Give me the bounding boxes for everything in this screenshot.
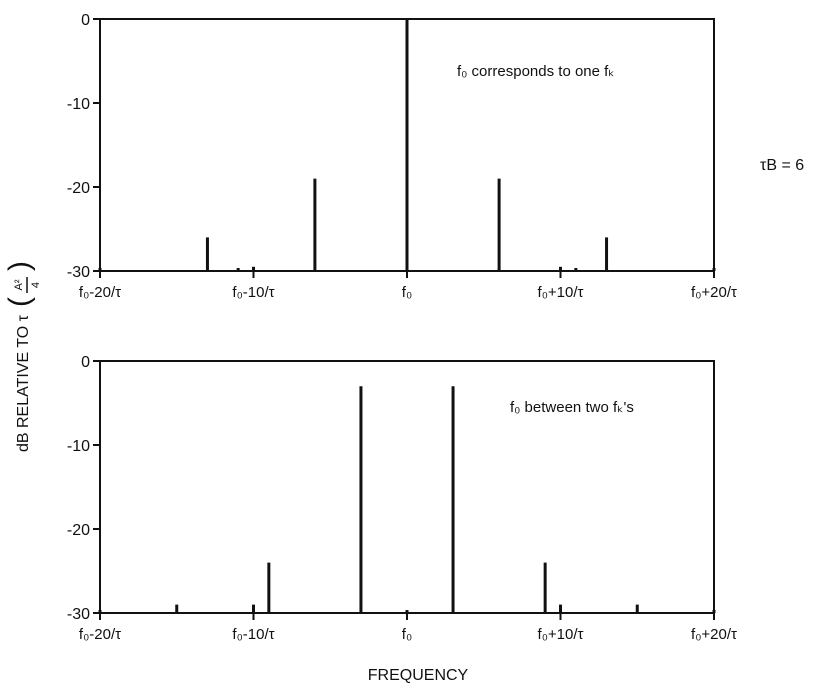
y-axis-paren-close: ) <box>3 261 36 271</box>
bottom-panel-annotation: f₀ between two fₖ's <box>510 399 634 416</box>
bottom-y-tick-labels: 0 -10 -20 -30 <box>67 354 90 623</box>
bottom-x-tick-labels: f₀-20/τ f₀-10/τ f₀ f₀+10/τ f₀+20/τ <box>79 626 737 643</box>
top-y-tick-label: -20 <box>67 180 90 197</box>
top-y-tick-labels: 0 -10 -20 -30 <box>67 12 90 281</box>
bottom-y-tick-label: 0 <box>81 354 90 371</box>
top-y-tick-label: -10 <box>67 96 90 113</box>
top-spectral-lines <box>98 19 716 271</box>
bottom-spectral-lines <box>98 386 716 613</box>
top-spectrum-panel: 0 -10 -20 -30 f₀-20/τ f₀-10/τ f₀ f₀+10/τ f₀+20/… <box>67 12 737 301</box>
top-x-tick-labels: f₀-20/τ f₀-10/τ f₀ f₀+10/τ f₀+20/τ <box>79 284 737 301</box>
top-y-tick-label: 0 <box>81 12 90 29</box>
bottom-x-tick-label: f₀-20/τ <box>79 626 121 643</box>
top-y-tick-label: -30 <box>67 264 90 281</box>
top-x-tick-label: f₀+20/τ <box>691 284 737 301</box>
bottom-x-tick-label: f₀+20/τ <box>691 626 737 643</box>
bottom-y-tick-label: -10 <box>67 438 90 455</box>
top-panel-annotation: f₀ corresponds to one fₖ <box>457 63 615 80</box>
top-tick-marks <box>93 18 715 278</box>
bottom-y-tick-label: -30 <box>67 606 90 623</box>
y-axis-factor-numerator: A² <box>13 279 25 290</box>
bottom-x-tick-label: f₀+10/τ <box>538 626 584 643</box>
top-x-tick-label: f₀-20/τ <box>79 284 121 301</box>
y-axis-label: dB RELATIVE TO τ <box>15 314 32 452</box>
bottom-x-tick-label: f₀-10/τ <box>232 626 274 643</box>
top-x-tick-label: f₀ <box>402 284 412 301</box>
y-axis-factor-denominator: 4 <box>30 282 42 288</box>
bottom-spectrum-panel: 0 -10 -20 -30 f₀-20/τ f₀-10/τ f₀ f₀+10/τ f₀+20/… <box>67 354 737 643</box>
y-axis-title: dB RELATIVE TO τ ( A² 4 ) <box>3 261 42 452</box>
top-x-tick-label: f₀+10/τ <box>538 284 584 301</box>
bottom-x-tick-label: f₀ <box>402 626 412 643</box>
top-x-tick-label: f₀-10/τ <box>232 284 274 301</box>
x-axis-label: FREQUENCY <box>368 667 469 684</box>
y-axis-paren-open: ( <box>3 297 36 307</box>
bottom-y-tick-label: -20 <box>67 522 90 539</box>
parameter-label: τB = 6 <box>760 157 804 174</box>
